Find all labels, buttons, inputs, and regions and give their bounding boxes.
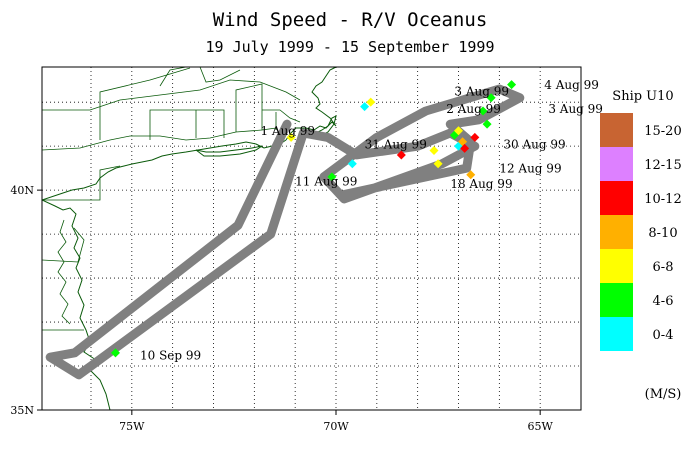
x-tick-label: 65W [528, 420, 554, 433]
legend-swatch [600, 147, 633, 181]
legend-swatch [600, 283, 633, 317]
map-title: Wind Speed - R/V Oceanus [213, 9, 488, 31]
legend-swatch [600, 113, 633, 147]
wind-observation-marker [460, 143, 470, 153]
legend-swatch [600, 215, 633, 249]
coastline [42, 67, 337, 410]
legend-swatch [600, 181, 633, 215]
date-label: 11 Aug 99 [295, 175, 357, 189]
wind-observation-marker [429, 146, 439, 156]
date-label: 2 Aug 99 [446, 102, 501, 116]
ship-track-layer [45, 84, 525, 380]
wind-observation-marker [366, 97, 376, 107]
wind-observation-marker [486, 93, 496, 103]
legend-label: 10-12 [644, 192, 681, 207]
observation-layer [111, 80, 517, 358]
chesapeake-bay [57, 219, 71, 325]
legend-label: 6-8 [653, 260, 674, 275]
legend-label: 12-15 [644, 158, 681, 173]
long-island [195, 145, 263, 157]
wind-observation-marker [470, 132, 480, 142]
x-tick-label: 70W [323, 420, 349, 433]
legend-units: (M/S) [645, 387, 682, 402]
legend-swatch [600, 249, 633, 283]
wind-observation-marker [327, 172, 337, 182]
wind-observation-marker [458, 137, 468, 147]
date-label: 1 Aug 99 [260, 124, 315, 138]
date-label: 4 Aug 99 [544, 78, 599, 92]
legend-title: Ship U10 [612, 89, 673, 104]
date-label: 30 Aug 99 [503, 137, 565, 151]
wind-observation-marker [482, 119, 492, 129]
state-borders [42, 67, 301, 331]
wind-observation-marker [111, 348, 120, 358]
date-label: 3 Aug 99 [454, 85, 509, 99]
wind-observation-marker [396, 150, 406, 160]
date-label: 12 Aug 99 [499, 162, 561, 176]
date-label: 18 Aug 99 [450, 177, 512, 191]
ship-track [45, 84, 525, 380]
legend-label: 15-20 [644, 124, 681, 139]
y-tick-label: 35N [10, 404, 34, 417]
axis-ticks: 75W 70W 65W 40N 35N [10, 184, 553, 433]
wind-observation-marker [454, 126, 463, 136]
date-label: 10 Sep 99 [140, 348, 201, 362]
x-tick-label: 75W [119, 420, 145, 433]
graticule-grid [42, 67, 581, 410]
date-label: 31 Aug 99 [365, 137, 427, 151]
wind-observation-marker [286, 132, 296, 142]
legend-label: 0-4 [653, 328, 674, 343]
wind-observation-marker [433, 159, 443, 169]
legend-label: 4-6 [653, 294, 674, 309]
wind-observation-marker [347, 159, 357, 169]
y-tick-label: 40N [10, 184, 34, 197]
wind-observation-marker [360, 102, 370, 112]
coastline-layer [42, 67, 337, 410]
wind-observation-marker [507, 80, 517, 90]
legend: Ship U10 (M/S) 15-20 12-15 10-12 8-10 6-8 4-6… [600, 89, 682, 402]
legend-swatch [600, 317, 633, 351]
wind-observation-marker [478, 106, 488, 116]
date-label: 3 Aug 99 [548, 102, 603, 116]
legend-label: 8-10 [648, 226, 677, 241]
map-frame [41, 66, 582, 411]
map-subtitle: 19 July 1999 - 15 September 1999 [206, 38, 495, 56]
wind-observation-marker [466, 170, 476, 180]
